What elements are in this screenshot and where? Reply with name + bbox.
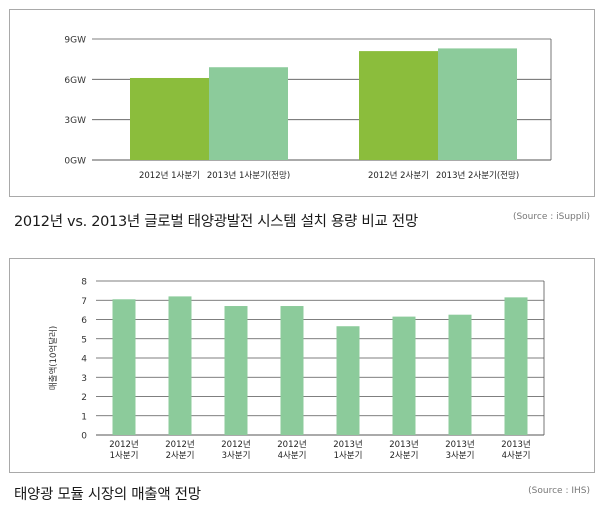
bar — [209, 67, 288, 160]
bar — [392, 316, 416, 435]
y-tick-label: 9GW — [64, 36, 86, 46]
x-tick-label: 2012년 2사분기 — [368, 170, 429, 181]
x-tick-label: 3사분기 — [222, 451, 251, 461]
bar — [359, 51, 438, 160]
y-tick-label: 3GW — [64, 116, 86, 126]
y-tick-label: 6GW — [64, 76, 86, 86]
x-tick-label: 3사분기 — [446, 451, 475, 461]
chart-source-revenue: (Source : IHS) — [528, 486, 590, 496]
x-tick-label: 2012년 — [277, 439, 306, 450]
y-tick-label: 8 — [81, 278, 87, 288]
y-tick-label: 0GW — [64, 157, 86, 167]
x-tick-label: 4사분기 — [278, 451, 307, 461]
y-tick-label: 6 — [81, 316, 87, 326]
bar — [168, 296, 192, 435]
chart-caption-installation: 2012년 vs. 2013년 글로벌 태양광발전 시스템 설치 용량 비교 전… — [14, 214, 418, 230]
x-tick-label: 1사분기 — [110, 451, 139, 461]
bar — [336, 326, 360, 435]
y-tick-label: 3 — [81, 374, 87, 384]
module-revenue-chart: 012345678매출액(10억달러)2012년1사분기2012년2사분기201… — [48, 278, 545, 461]
x-tick-label: 4사분기 — [502, 451, 531, 461]
bar — [280, 306, 304, 435]
bar — [112, 299, 136, 435]
x-tick-label: 2013년 2사분기(전망) — [436, 170, 519, 181]
chart-source-installation: (Source : iSuppli) — [512, 212, 590, 222]
x-tick-label: 2012년 1사분기 — [139, 170, 200, 181]
y-axis-label: 매출액(10억달러) — [48, 326, 59, 390]
bar — [448, 314, 472, 435]
x-tick-label: 2사분기 — [166, 451, 195, 461]
x-tick-label: 2013년 — [389, 439, 418, 450]
chart-panel-installation: 0GW 3GW 6GW 9GW 2012년 1사분기 2013년 1사분기(전망) 2012… — [9, 9, 595, 197]
bar — [438, 48, 517, 160]
x-tick-label: 2사분기 — [390, 451, 419, 461]
x-tick-label: 2012년 — [165, 439, 194, 450]
x-tick-label: 2012년 — [221, 439, 250, 450]
y-tick-label: 4 — [81, 355, 87, 365]
x-tick-label: 2013년 1사분기(전망) — [207, 170, 290, 181]
y-tick-label: 1 — [81, 412, 87, 422]
bar — [130, 77, 209, 160]
bar — [224, 306, 248, 435]
x-tick-label: 2012년 — [109, 439, 138, 450]
x-tick-label: 2013년 — [333, 439, 362, 450]
installation-capacity-chart: 0GW 3GW 6GW 9GW 2012년 1사분기 2013년 1사분기(전망) 2012… — [64, 36, 552, 181]
chart-panel-revenue: 0 1 2 3 4 5 6 7 8 매출액(10억달러) 2012년 1사분기 2012년 2사분기 201… — [9, 258, 595, 473]
y-tick-label: 2 — [81, 393, 87, 403]
bar — [504, 297, 528, 435]
x-tick-label: 1사분기 — [334, 451, 363, 461]
y-tick-label: 5 — [81, 335, 87, 345]
chart-caption-revenue: 태양광 모듈 시장의 매출액 전망 — [14, 487, 201, 503]
x-tick-label: 2013년 — [445, 439, 474, 450]
x-tick-label: 2013년 — [501, 439, 530, 450]
y-tick-label: 7 — [81, 297, 87, 307]
y-tick-label: 0 — [81, 432, 87, 442]
